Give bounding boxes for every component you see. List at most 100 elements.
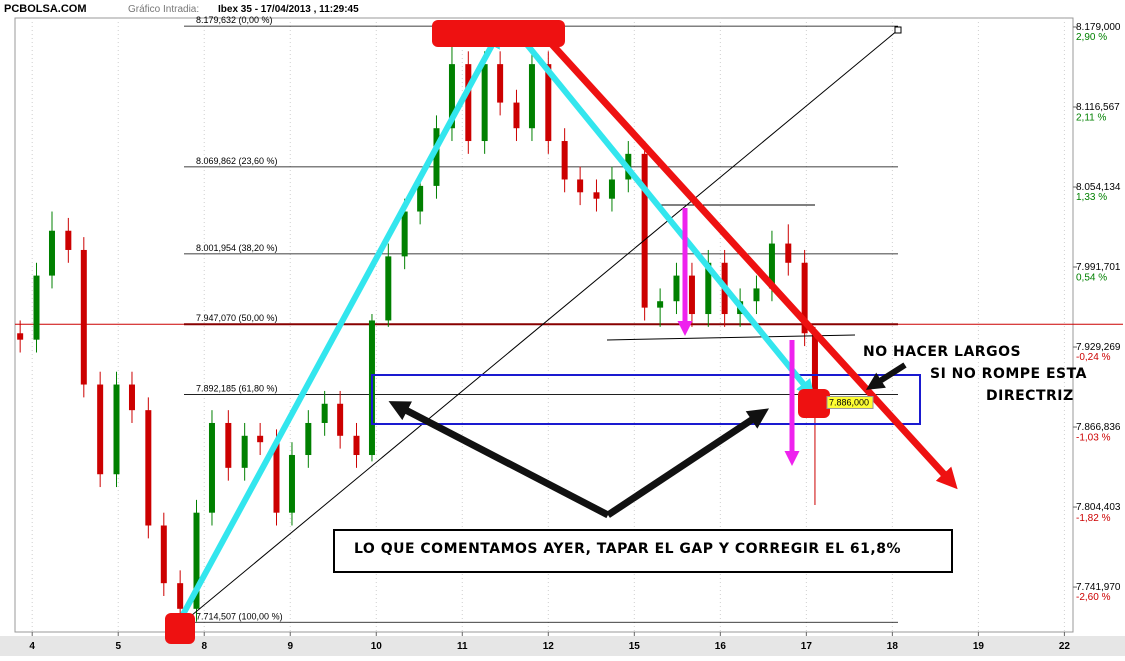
candle-body — [193, 512, 200, 609]
candle-body — [241, 435, 248, 468]
x-tick-label: 17 — [801, 641, 813, 652]
current-marker — [798, 389, 830, 418]
candle-body — [97, 384, 104, 475]
candle-body — [705, 262, 712, 315]
last-price-tag — [826, 395, 874, 409]
fib-label: 8.001,954 (38,20 %) — [196, 243, 278, 253]
candle-body — [561, 141, 568, 180]
candle-body — [528, 64, 535, 129]
x-tick-label: 8 — [201, 641, 207, 652]
candle-body — [657, 301, 664, 308]
candle-body — [288, 455, 295, 513]
fib-label: 8.069,862 (23,60 %) — [196, 156, 278, 166]
red-trend-arrow — [545, 37, 958, 490]
y-tick-label: 7.804,403 — [1076, 502, 1121, 513]
last-price-label: 7.886,000 — [829, 397, 869, 407]
y-tick-label: 7.991,701 — [1076, 262, 1121, 273]
fib-label: 7.947,070 (50,00 %) — [196, 313, 278, 323]
candle-body — [433, 128, 440, 186]
candle-body — [513, 102, 520, 129]
candle-body — [145, 410, 152, 526]
cyan-down-arrow — [517, 34, 815, 398]
y-tick-label: 8.179,000 — [1076, 22, 1121, 33]
candle-body — [688, 275, 695, 315]
comment-text: LO QUE COMENTAMOS AYER, TAPAR EL GAP Y C… — [354, 541, 901, 557]
y-tick-label: 7.741,970 — [1076, 582, 1121, 593]
candle-body — [17, 333, 24, 340]
trend-handle — [894, 26, 902, 34]
candle-body — [481, 64, 488, 142]
trend-line — [179, 29, 899, 626]
candle-body — [545, 64, 552, 142]
y-tick-label: 7.929,269 — [1076, 342, 1121, 353]
candle-body — [417, 185, 424, 212]
chart-label: Gráfico Intradia: — [128, 4, 199, 15]
top-marker — [432, 20, 565, 47]
candle-body — [673, 275, 680, 302]
chart-title: Ibex 35 - 17/04/2013 , 11:29:45 — [218, 4, 359, 15]
candle-body — [811, 333, 818, 403]
x-tick-label: 10 — [371, 641, 383, 652]
x-tick-label: 22 — [1059, 641, 1071, 652]
y2-tick-label: -0,24 % — [1076, 352, 1111, 363]
y2-tick-label: 2,90 % — [1076, 32, 1107, 43]
gap-box — [371, 374, 921, 425]
candle-body — [593, 192, 600, 199]
candle-body — [128, 384, 135, 411]
x-tick-label: 11 — [457, 641, 468, 652]
candle-body — [225, 422, 232, 468]
candle-body — [160, 525, 167, 584]
candle-body — [577, 179, 584, 193]
candle-body — [353, 435, 360, 456]
x-tick-label: 5 — [115, 641, 121, 652]
cyan-up-arrow — [177, 29, 501, 622]
y2-tick-label: -2,60 % — [1076, 592, 1111, 603]
y-tick-label: 8.116,567 — [1076, 102, 1120, 113]
y-tick-label: 8.054,134 — [1076, 182, 1121, 193]
comment-box — [333, 529, 953, 573]
candle-body — [33, 275, 40, 340]
x-tick-label: 19 — [973, 641, 985, 652]
candle-body — [785, 243, 792, 263]
x-tick-label: 16 — [715, 641, 727, 652]
candle-body — [113, 384, 120, 475]
black-arrow — [606, 408, 770, 518]
candle-body — [337, 403, 344, 436]
y2-tick-label: 1,33 % — [1076, 192, 1107, 203]
x-tick-label: 4 — [29, 641, 35, 652]
candle-body — [273, 442, 280, 513]
x-tick-label: 15 — [629, 641, 641, 652]
candle-body — [385, 256, 392, 321]
y2-tick-label: -1,03 % — [1076, 432, 1111, 443]
x-tick-label: 18 — [887, 641, 899, 652]
x-tick-label: 9 — [287, 641, 293, 652]
y2-tick-label: 0,54 % — [1076, 272, 1107, 283]
candle-body — [177, 583, 184, 609]
fib-label: 7.714,507 (100,00 %) — [196, 611, 283, 621]
annotation: NO HACER LARGOS — [863, 344, 1021, 360]
site-name: PCBOLSA.COM — [4, 3, 87, 15]
y-tick-label: 7.866,836 — [1076, 422, 1121, 433]
candle-body — [401, 211, 408, 257]
x-axis-strip — [0, 636, 1125, 656]
black-arrow — [865, 362, 907, 390]
bottom-marker — [165, 613, 195, 644]
candle-body — [305, 422, 312, 456]
candle-body — [321, 403, 328, 423]
candle-body — [80, 249, 87, 385]
fib-label: 8.179,632 (0,00 %) — [196, 15, 273, 25]
y2-tick-label: 2,11 % — [1076, 113, 1106, 124]
annotation: SI NO ROMPE ESTA — [930, 366, 1087, 382]
candle-body — [208, 422, 215, 513]
x-tick-label: 12 — [543, 641, 555, 652]
candle-body — [465, 64, 472, 142]
candle-body — [641, 153, 648, 308]
candle-body — [768, 243, 775, 289]
candle-body — [497, 64, 504, 103]
candle-body — [257, 435, 264, 443]
fib-label: 7.892,185 (61,80 %) — [196, 384, 278, 394]
header-bar — [0, 0, 1125, 16]
candle-body — [48, 230, 55, 276]
candle-body — [801, 262, 808, 334]
